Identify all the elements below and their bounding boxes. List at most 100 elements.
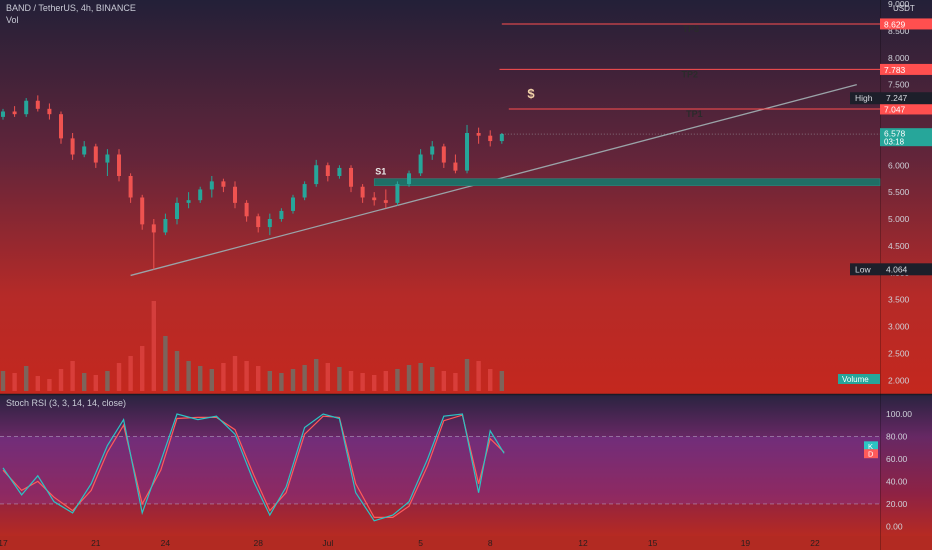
level-label-tp3: TP3 (683, 24, 700, 34)
level-price-tag (880, 18, 932, 30)
volume-bar (221, 363, 226, 391)
candle-body (337, 167, 342, 176)
time-tick-label: 15 (648, 538, 658, 548)
time-tick-label: 19 (741, 538, 751, 548)
price-tick-label: 6.000 (888, 160, 910, 170)
time-tick-label: 21 (91, 538, 101, 548)
candle-body (117, 154, 122, 176)
volume-bar (418, 363, 423, 391)
candle-body (209, 181, 214, 190)
volume-bar (348, 371, 354, 391)
volume-bar (105, 371, 110, 391)
volume-bar (395, 369, 400, 391)
price-tick-label: 8.500 (888, 26, 910, 36)
candle-body (418, 154, 423, 174)
volume-bars (0, 301, 505, 391)
volume-bar (314, 359, 319, 391)
volume-bar (163, 336, 168, 391)
volume-bar (430, 367, 435, 391)
price-tick-label: 5.000 (888, 214, 910, 224)
candle-body (163, 219, 168, 233)
volume-bar (476, 361, 481, 391)
stoch-d-label: D (868, 450, 874, 459)
candle-body (360, 186, 365, 198)
candle-body (291, 197, 296, 211)
time-tick-label: 5 (418, 538, 423, 548)
candle-body (175, 202, 180, 219)
volume-bar (360, 373, 365, 391)
volume-bar (198, 366, 203, 391)
main-pane-background (0, 0, 932, 394)
candle-body (314, 165, 319, 185)
volume-bar (70, 361, 75, 391)
candle-body (395, 184, 400, 203)
stoch-tick-label: 60.00 (886, 454, 908, 464)
volume-bar (58, 369, 64, 391)
candle-body (93, 146, 98, 163)
volume-bar (47, 379, 52, 391)
candle-body (105, 154, 110, 163)
candle-body (47, 108, 52, 115)
level-price-tag (880, 63, 932, 75)
price-tick-label: 4.500 (888, 241, 910, 251)
candle-body (140, 197, 145, 225)
symbol-title: BAND / TetherUS, 4h, BINANCE (6, 3, 136, 13)
volume-bar (383, 371, 389, 391)
price-tick-label: 3.500 (888, 295, 910, 305)
volume-bar (186, 361, 191, 391)
price-tick-label: 7.500 (888, 80, 910, 90)
volume-bar (441, 371, 447, 391)
candle-body (198, 189, 203, 201)
price-tick-label: 2.500 (888, 348, 910, 358)
time-axis: 17 21 24 28 Jul 5 8 12 15 19 22 (0, 538, 820, 548)
volume-bar (406, 365, 412, 391)
candle-body (349, 167, 354, 187)
volume-bar (24, 366, 29, 391)
candle-body (221, 181, 226, 187)
currency-label: USDT (893, 4, 915, 13)
volume-bar (174, 351, 180, 391)
volume-bar (93, 375, 99, 391)
candle-body (325, 165, 330, 176)
time-tick-label: 22 (810, 538, 820, 548)
price-tick-label: 3.000 (888, 322, 910, 332)
candle-body (35, 100, 40, 109)
high-marker-box (850, 92, 932, 105)
stoch-k-line (2, 413, 505, 522)
volume-bar (267, 371, 273, 391)
candle-body (407, 173, 412, 185)
stoch-pane-background (0, 395, 932, 536)
volume-bar (140, 346, 145, 391)
candle-body (499, 134, 504, 142)
low-marker-label: Low (855, 264, 871, 274)
candles (1, 95, 504, 270)
low-marker-box (850, 263, 932, 276)
price-tick-label: 9.000 (888, 0, 910, 9)
volume-bar (290, 369, 296, 391)
dollar-sign-marker: $ (527, 86, 535, 101)
volume-bar (128, 356, 133, 391)
candle-body (82, 146, 87, 155)
volume-label: Vol (6, 15, 19, 25)
candle-body (465, 133, 470, 171)
candle-body (476, 133, 481, 136)
time-tick-label: 8 (488, 538, 493, 548)
candle-body (453, 162, 458, 171)
volume-bar (464, 359, 470, 391)
candle-body (128, 176, 133, 198)
volume-bar (279, 373, 284, 391)
candle-body (70, 138, 75, 155)
volume-bar (0, 371, 6, 391)
current-price-tag (880, 128, 932, 147)
price-tick-label: 8.000 (888, 53, 910, 63)
candle-body (488, 135, 493, 142)
volume-bar (209, 369, 215, 391)
time-axis-background (0, 536, 932, 550)
volume-bar (453, 373, 458, 391)
stoch-k-tag (864, 441, 878, 451)
stoch-k-label: K (868, 442, 873, 451)
volume-bar (337, 367, 342, 391)
level-price-tag (880, 103, 932, 115)
candle-body (302, 184, 307, 198)
